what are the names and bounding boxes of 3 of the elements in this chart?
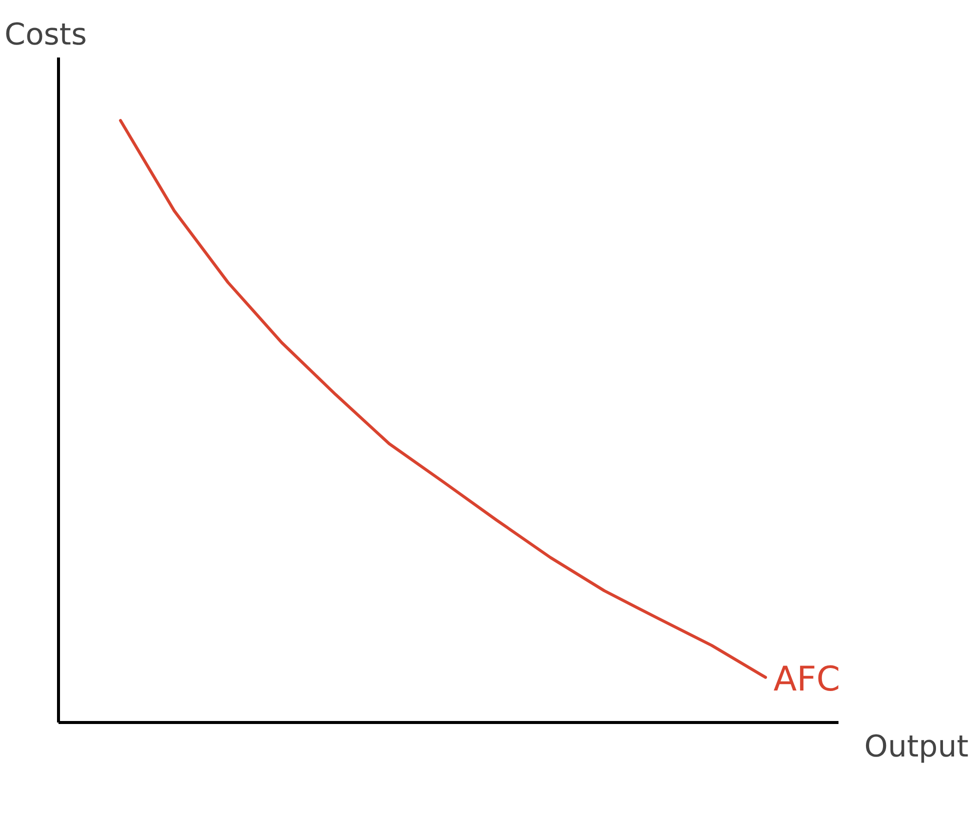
y-axis-title: Costs	[4, 18, 87, 52]
x-axis-title: Output	[864, 730, 969, 764]
series-label: AFC	[774, 659, 840, 700]
